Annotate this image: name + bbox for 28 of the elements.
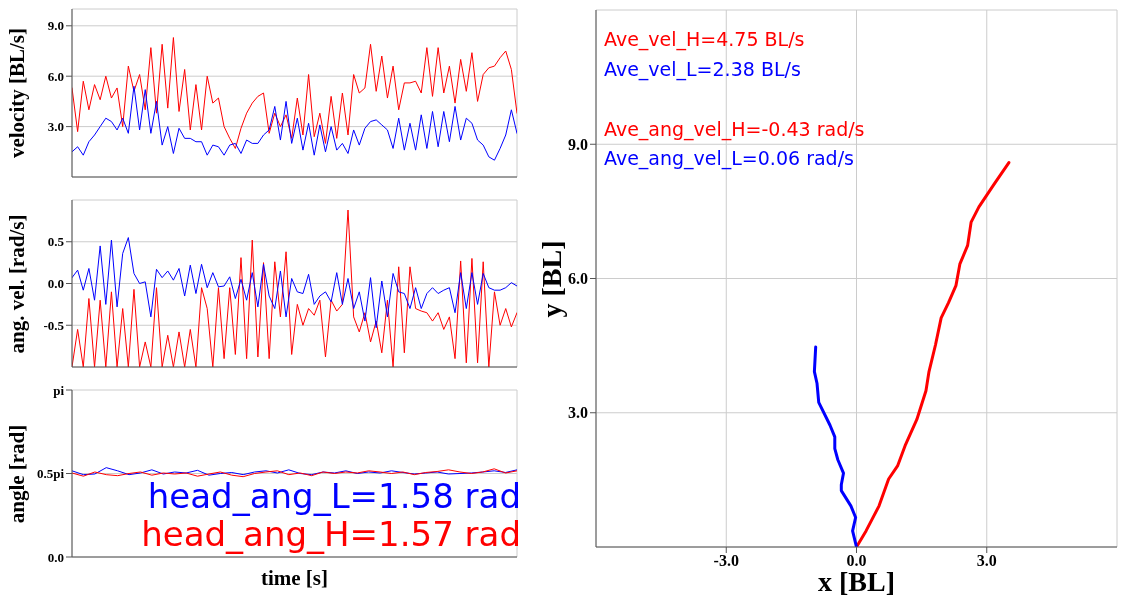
y-tick-label: pi <box>53 382 65 398</box>
annotation: Ave_ang_vel_H=-0.43 rad/s <box>604 118 865 140</box>
annotation: Ave_vel_H=4.75 BL/s <box>604 28 805 50</box>
line-series <box>855 161 1011 547</box>
x-tick-label: -3.0 <box>713 552 739 570</box>
y-tick-label: 0.0 <box>47 276 64 292</box>
x-tick-label: 3.0 <box>976 552 997 570</box>
x-axis-title: time [s] <box>260 565 329 591</box>
y-tick-label: 6.0 <box>47 68 64 84</box>
annotation: head_ang_L=1.58 rad <box>147 476 521 516</box>
y-axis-title: ang. vel. [rad/s] <box>4 214 30 353</box>
y-tick-label: 9.0 <box>47 18 64 34</box>
y-tick-label: 3.0 <box>568 404 588 422</box>
y-tick-label: 0.5pi <box>36 466 65 482</box>
y-tick-label: -0.5 <box>43 317 65 333</box>
y-tick-label: 6.0 <box>568 270 588 288</box>
y-axis-title: angle [rad] <box>4 424 30 523</box>
line-series <box>72 37 517 149</box>
y-tick-label: 9.0 <box>568 135 588 153</box>
y-axis-title: velocity [BL/s] <box>4 27 30 159</box>
y-tick-label: 3.0 <box>47 119 64 135</box>
line-series <box>812 345 858 547</box>
line-series <box>72 237 517 329</box>
line-series <box>72 85 517 161</box>
annotation: Ave_ang_vel_L=0.06 rad/s <box>604 147 854 169</box>
y-tick-label: 0.5 <box>47 234 65 250</box>
annotation: Ave_vel_L=2.38 BL/s <box>604 58 801 80</box>
y-axis-title: y [BL] <box>535 240 568 317</box>
